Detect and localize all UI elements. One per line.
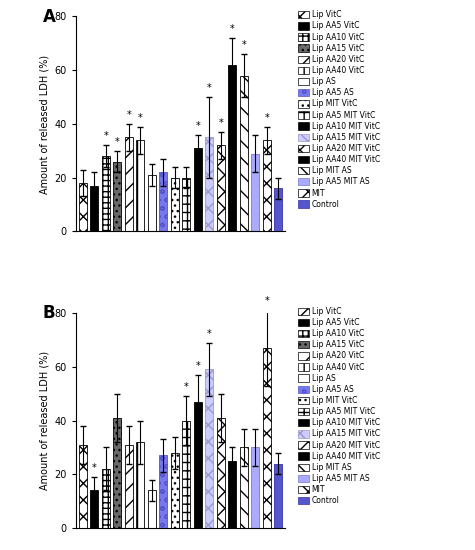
Text: *: * [207, 328, 211, 339]
Bar [251, 447, 259, 528]
Bar [159, 172, 167, 232]
Text: *: * [195, 120, 200, 131]
Text: *: * [138, 113, 142, 123]
Text: *: * [230, 24, 235, 34]
Bar [251, 153, 259, 232]
Bar [228, 461, 236, 528]
Bar [217, 418, 225, 528]
Bar [182, 421, 190, 528]
Bar [274, 189, 282, 232]
Text: *: * [184, 382, 189, 392]
Bar [79, 183, 87, 232]
Bar [79, 445, 87, 528]
Bar [136, 442, 144, 528]
Bar [263, 140, 271, 232]
Text: *: * [115, 137, 120, 147]
Bar [205, 370, 213, 528]
Text: *: * [195, 361, 200, 371]
Bar [136, 140, 144, 232]
Bar [240, 75, 247, 232]
Legend: Lip VitC, Lip AA5 VitC, Lip AA10 VitC, Lip AA15 VitC, Lip AA20 VitC, Lip AA40 Vi: Lip VitC, Lip AA5 VitC, Lip AA10 VitC, L… [297, 306, 380, 506]
Bar [228, 65, 236, 232]
Bar [194, 148, 202, 232]
Bar [205, 138, 213, 232]
Bar [263, 348, 271, 528]
Text: *: * [218, 118, 223, 128]
Text: *: * [126, 110, 131, 120]
Bar [114, 162, 121, 232]
Text: B: B [43, 305, 55, 322]
Bar [274, 464, 282, 528]
Text: *: * [241, 40, 246, 50]
Legend: Lip VitC, Lip AA5 VitC, Lip AA10 VitC, Lip AA15 VitC, Lip AA20 VitC, Lip AA40 Vi: Lip VitC, Lip AA5 VitC, Lip AA10 VitC, L… [297, 9, 380, 210]
Y-axis label: Amount of released LDH (%): Amount of released LDH (%) [39, 351, 49, 490]
Bar [90, 186, 98, 232]
Bar [102, 156, 110, 232]
Text: *: * [104, 131, 108, 141]
Text: *: * [92, 463, 97, 473]
Bar [182, 178, 190, 232]
Bar [90, 491, 98, 528]
Text: *: * [264, 296, 269, 306]
Bar [148, 175, 156, 232]
Bar [171, 178, 179, 232]
Bar [194, 402, 202, 528]
Text: *: * [207, 83, 211, 93]
Bar [240, 447, 247, 528]
Text: A: A [43, 8, 56, 26]
Bar [114, 418, 121, 528]
Bar [159, 455, 167, 528]
Bar [171, 453, 179, 528]
Bar [125, 138, 133, 232]
Y-axis label: Amount of released LDH (%): Amount of released LDH (%) [39, 54, 49, 194]
Bar [125, 445, 133, 528]
Bar [217, 145, 225, 232]
Bar [102, 469, 110, 528]
Text: *: * [264, 113, 269, 123]
Bar [148, 491, 156, 528]
